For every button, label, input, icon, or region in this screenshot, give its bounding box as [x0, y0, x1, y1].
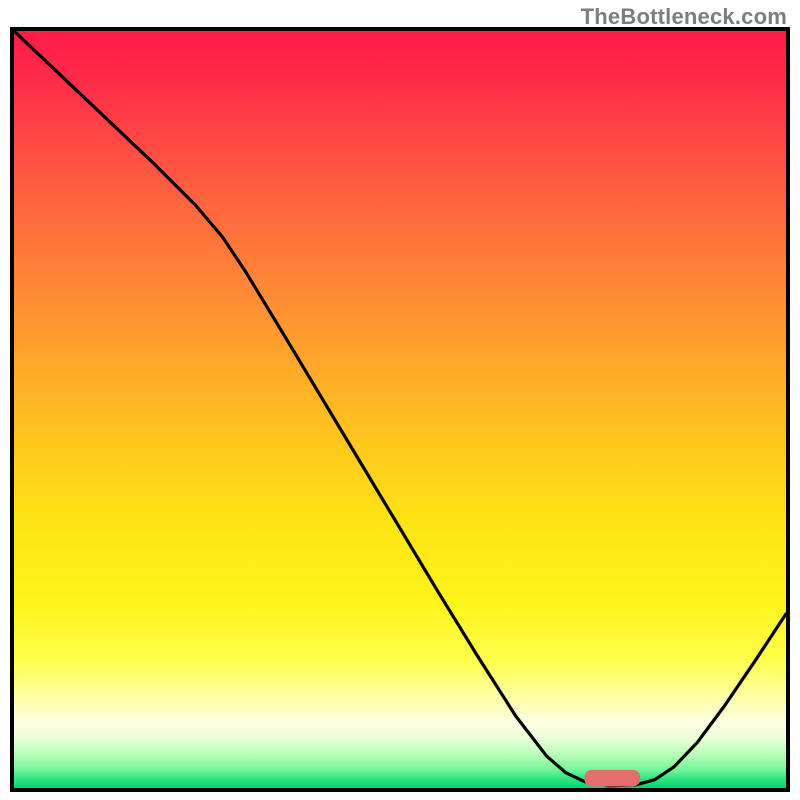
plot-area: [14, 31, 786, 788]
gradient-background: [14, 31, 786, 788]
plot-svg: [14, 31, 786, 788]
optimum-marker: [585, 770, 641, 787]
